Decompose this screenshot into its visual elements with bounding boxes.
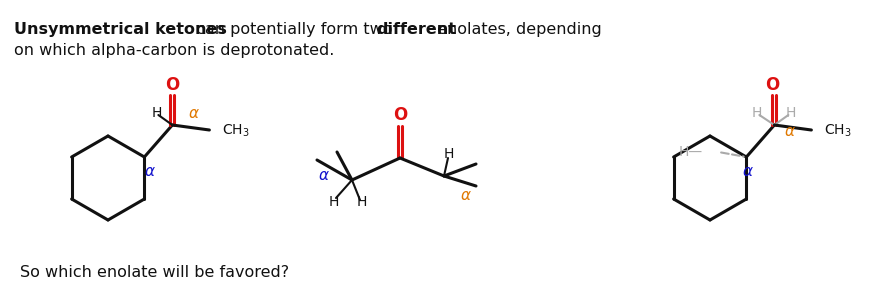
Text: $\alpha$: $\alpha$ [188,105,201,120]
Text: H: H [785,106,796,120]
Text: Unsymmetrical ketones: Unsymmetrical ketones [14,22,226,37]
Text: O: O [392,106,407,124]
Text: H: H [329,195,339,209]
Text: on which alpha-carbon is deprotonated.: on which alpha-carbon is deprotonated. [14,43,335,58]
Text: O: O [765,76,780,94]
Text: $\alpha$: $\alpha$ [742,164,754,179]
Text: can potentially form two: can potentially form two [191,22,398,37]
Text: $\alpha$: $\alpha$ [145,164,156,179]
Text: H: H [751,106,762,120]
Text: $\alpha$: $\alpha$ [784,124,797,139]
Text: O: O [165,76,179,94]
Text: So which enolate will be favored?: So which enolate will be favored? [20,265,289,280]
Text: H—: H— [678,145,702,159]
Text: $\alpha$: $\alpha$ [318,168,330,183]
Text: different: different [376,22,456,37]
Text: H: H [357,195,367,209]
Text: CH$_3$: CH$_3$ [222,123,250,139]
Text: H: H [444,147,454,161]
Text: $\alpha$: $\alpha$ [460,189,472,204]
Text: enolates, depending: enolates, depending [432,22,602,37]
Text: H: H [151,106,162,120]
Text: CH$_3$: CH$_3$ [824,123,852,139]
